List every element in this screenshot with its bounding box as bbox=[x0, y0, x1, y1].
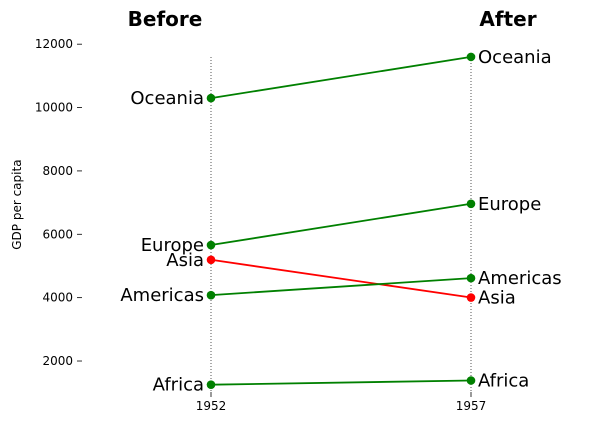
x-tick-label-1957: 1957 bbox=[456, 399, 487, 413]
label-americas-before: Americas bbox=[120, 285, 204, 306]
label-oceania-after: Oceania bbox=[478, 47, 552, 68]
y-tick-label: 12000 bbox=[35, 37, 73, 51]
series-layer: OceaniaOceaniaEuropeEuropeAsiaAsiaAmeric… bbox=[120, 47, 561, 396]
point-asia-1952 bbox=[206, 255, 216, 265]
label-asia-before: Asia bbox=[166, 250, 204, 271]
slope-line-asia bbox=[210, 258, 472, 299]
series-oceania: Oceania Oceania bbox=[130, 47, 551, 109]
point-europe-1952 bbox=[206, 240, 216, 250]
y-tick-label: 4000 bbox=[42, 291, 73, 305]
series-americas: Americas Americas bbox=[120, 268, 561, 306]
label-americas-after: Americas bbox=[478, 268, 562, 289]
y-tick-label: 6000 bbox=[42, 227, 73, 241]
series-asia: Asia Asia bbox=[166, 250, 515, 309]
slope-line-europe bbox=[210, 202, 472, 246]
point-africa-1952 bbox=[206, 380, 216, 389]
series-africa: Africa Africa bbox=[153, 371, 530, 396]
label-europe-after: Europe bbox=[478, 194, 541, 215]
x-tick-label-1952: 1952 bbox=[196, 399, 227, 413]
slope-line-oceania bbox=[210, 55, 472, 99]
point-oceania-1952 bbox=[206, 93, 216, 103]
before-heading: Before bbox=[128, 7, 203, 31]
point-americas-1952 bbox=[206, 290, 216, 300]
label-africa-after: Africa bbox=[478, 371, 529, 392]
label-asia-after: Asia bbox=[478, 288, 516, 309]
after-heading: After bbox=[479, 7, 536, 31]
point-americas-1957 bbox=[466, 273, 476, 283]
slope-line-americas bbox=[210, 277, 472, 297]
slope-line-africa bbox=[210, 379, 472, 386]
label-africa-before: Africa bbox=[153, 375, 204, 396]
y-tick-label: 8000 bbox=[42, 164, 73, 178]
point-africa-1957 bbox=[466, 376, 476, 385]
label-oceania-before: Oceania bbox=[130, 88, 204, 109]
series-europe: Europe Europe bbox=[141, 194, 542, 256]
y-tick-label: 2000 bbox=[42, 354, 73, 368]
y-axis: GDP per capita 2000 4000 6000 8000 10000 1200… bbox=[10, 37, 82, 368]
point-asia-1957 bbox=[466, 293, 476, 302]
label-europe-before: Europe bbox=[141, 235, 204, 256]
x-axis: 1952 1957 bbox=[196, 392, 487, 413]
point-oceania-1957 bbox=[466, 52, 476, 62]
year-guide-lines bbox=[210, 57, 472, 392]
point-europe-1957 bbox=[466, 199, 476, 209]
y-tick-label: 10000 bbox=[35, 101, 73, 115]
y-axis-title: GDP per capita bbox=[10, 159, 24, 249]
